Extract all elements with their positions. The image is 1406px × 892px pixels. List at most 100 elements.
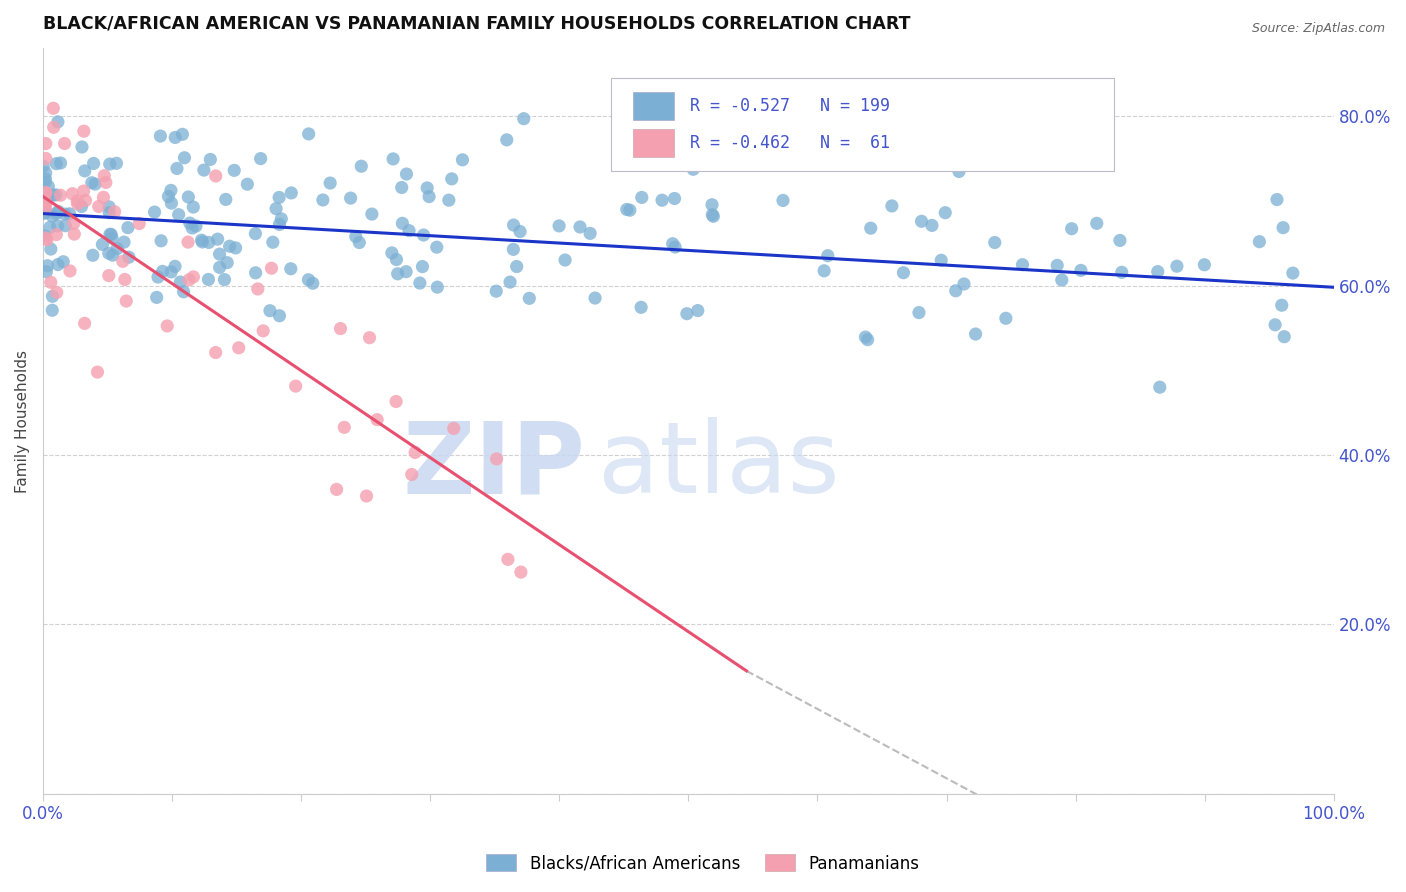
Point xyxy=(93,169,115,183)
Point xyxy=(443,421,465,435)
Point xyxy=(114,272,136,286)
Point xyxy=(245,266,267,280)
Point xyxy=(66,197,89,211)
Point xyxy=(181,221,204,235)
Point xyxy=(859,221,882,235)
Point xyxy=(908,305,931,319)
Point xyxy=(517,291,540,305)
Point xyxy=(391,180,413,194)
Point xyxy=(156,318,179,333)
Point xyxy=(70,199,93,213)
Legend: Blacks/African Americans, Panamanians: Blacks/African Americans, Panamanians xyxy=(479,847,927,880)
Point xyxy=(53,219,76,233)
Point xyxy=(502,243,524,257)
Point xyxy=(817,249,839,263)
Point xyxy=(1149,380,1171,394)
Point xyxy=(38,220,60,235)
Point xyxy=(702,209,724,223)
Point xyxy=(46,204,69,219)
Point xyxy=(204,345,226,359)
Point xyxy=(101,248,124,262)
Point xyxy=(269,190,291,204)
Point xyxy=(485,284,508,298)
Point xyxy=(208,260,231,275)
Point xyxy=(34,206,56,220)
Point xyxy=(41,303,63,318)
Text: Source: ZipAtlas.com: Source: ZipAtlas.com xyxy=(1251,22,1385,36)
Point xyxy=(150,234,173,248)
Point xyxy=(813,264,835,278)
Point xyxy=(82,248,104,262)
Point xyxy=(252,324,274,338)
Point xyxy=(53,207,76,221)
Point xyxy=(1265,193,1288,207)
Point xyxy=(98,200,121,214)
Point xyxy=(246,282,269,296)
Point xyxy=(1070,263,1092,277)
Point xyxy=(160,196,183,211)
Point xyxy=(509,565,531,579)
Point xyxy=(101,231,124,245)
Point xyxy=(437,193,460,207)
Point xyxy=(60,186,83,201)
Point xyxy=(105,242,128,256)
Point xyxy=(387,267,409,281)
Point xyxy=(395,167,418,181)
Point xyxy=(411,260,433,274)
Point xyxy=(73,124,96,138)
Point xyxy=(115,294,138,309)
Point xyxy=(1085,216,1108,230)
Point xyxy=(583,291,606,305)
Point xyxy=(117,220,139,235)
Point xyxy=(169,275,191,289)
Point xyxy=(41,209,63,223)
Point xyxy=(280,186,302,200)
Point xyxy=(166,161,188,176)
Point xyxy=(72,184,94,198)
Point xyxy=(284,379,307,393)
Point xyxy=(651,193,673,207)
Point xyxy=(83,156,105,170)
Point xyxy=(395,265,418,279)
Point xyxy=(630,190,652,204)
Point xyxy=(495,133,517,147)
Point xyxy=(682,162,704,177)
Point xyxy=(45,156,67,170)
Point xyxy=(499,275,522,289)
Point xyxy=(32,159,55,173)
Point xyxy=(1050,273,1073,287)
Point xyxy=(301,277,323,291)
Point xyxy=(426,240,449,254)
Point xyxy=(207,232,229,246)
Point xyxy=(197,272,219,286)
Point xyxy=(215,193,238,207)
Point xyxy=(329,321,352,335)
Point xyxy=(35,231,58,245)
FancyBboxPatch shape xyxy=(633,92,675,120)
Point xyxy=(228,341,250,355)
Point xyxy=(70,140,93,154)
Point xyxy=(1272,329,1295,343)
Point xyxy=(401,467,423,482)
Point xyxy=(35,195,58,210)
Point xyxy=(948,164,970,178)
Point xyxy=(664,192,686,206)
Point xyxy=(105,156,128,170)
Point xyxy=(855,330,877,344)
Point xyxy=(1060,221,1083,235)
Point xyxy=(505,260,527,274)
Point xyxy=(214,272,236,286)
Point xyxy=(97,246,120,260)
Point xyxy=(173,285,195,299)
Point xyxy=(200,153,222,167)
Point xyxy=(165,130,187,145)
Point xyxy=(73,164,96,178)
Point xyxy=(382,152,405,166)
Point xyxy=(49,156,72,170)
Point xyxy=(177,235,200,249)
Point xyxy=(45,187,67,202)
Point xyxy=(965,326,987,341)
Point xyxy=(111,254,134,268)
Point xyxy=(145,290,167,304)
Point xyxy=(426,280,449,294)
